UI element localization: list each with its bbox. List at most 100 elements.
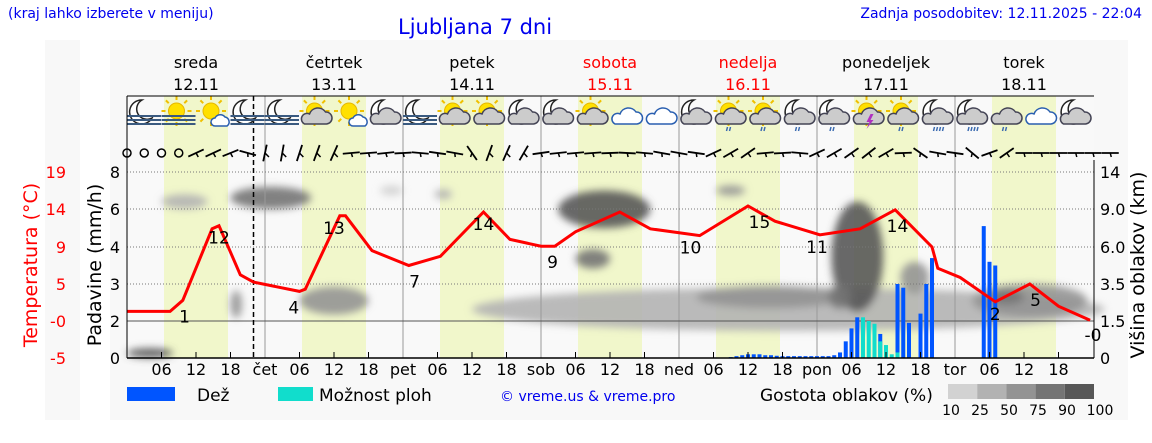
wind-barb-tick	[643, 152, 646, 158]
location-hint-link[interactable]: (kraj lahko izberete v meniju)	[8, 6, 214, 22]
cloud-patch	[127, 348, 173, 359]
wind-barb-tick	[902, 152, 906, 158]
temperature-label: 1	[179, 307, 190, 327]
left-strip	[45, 40, 80, 420]
wind-barb-tick	[350, 152, 354, 158]
x-tick-day: pet	[390, 360, 416, 379]
wind-barb-tick	[523, 152, 528, 158]
moon-fog-icon	[265, 99, 299, 125]
wind-barb-tick	[1092, 152, 1095, 158]
rain-bar	[774, 355, 779, 358]
shower-bar	[884, 345, 888, 358]
precip-tick: 3	[110, 275, 120, 294]
rain-bar	[895, 284, 900, 358]
x-tick-hour: 06	[841, 360, 861, 379]
cloud-height-tick: 1.5	[1100, 312, 1125, 331]
x-tick-hour: 12	[462, 360, 482, 379]
temperature-label: 10	[680, 239, 702, 259]
wind-barb-tick	[212, 152, 217, 158]
legend-density-label: Gostota oblakov (%)	[760, 386, 933, 406]
wind-barb-tick	[264, 152, 270, 158]
rain-bar	[751, 354, 756, 358]
sun-cloud-icon	[472, 96, 506, 126]
day-name: sreda	[174, 53, 218, 72]
precipitation-axis-label: Padavine (mm/h)	[84, 184, 106, 347]
x-tick-hour: 12	[1014, 360, 1034, 379]
wind-barb-tick	[367, 152, 371, 158]
credit-link[interactable]: © vreme.us & vreme.pro	[500, 389, 675, 405]
page-title: Ljubljana 7 dni	[398, 15, 553, 39]
rain-bar	[993, 265, 998, 358]
temperature-label: 2	[990, 305, 1001, 325]
sun-cloud-icon	[299, 96, 333, 126]
temp-tick: 9	[56, 238, 66, 257]
wind-barb-tick	[833, 152, 838, 158]
wind-barb-tick	[1075, 152, 1078, 158]
x-tick-hour: 06	[565, 360, 585, 379]
x-tick-hour: 12	[186, 360, 206, 379]
moon-cloud-heavy-rain-icon	[921, 99, 954, 132]
sun-cloud-rain-icon	[713, 96, 747, 132]
wind-barb-tick	[781, 152, 785, 158]
cloud-patch	[575, 249, 610, 269]
rain-bar	[803, 356, 808, 358]
rain-bar	[843, 341, 848, 358]
cloud-patch	[230, 186, 311, 209]
cloud-rain-icon	[990, 107, 1023, 132]
x-tick-day: sob	[527, 360, 555, 379]
shower-bar	[861, 317, 865, 358]
wind-barb-tick	[1109, 152, 1112, 158]
day-date: 12.11	[173, 75, 219, 94]
wind-barb-tick	[385, 152, 388, 158]
legend-rain-label: Dež	[197, 386, 230, 406]
cloud-height-tick: 0	[1100, 349, 1110, 368]
sun-fog-icon	[161, 96, 196, 126]
wind-barb-tick	[988, 152, 993, 158]
rain-bar	[930, 258, 934, 358]
density-level-label: 10	[942, 403, 960, 419]
rain-bar	[792, 356, 796, 358]
moon-cloud-icon	[680, 99, 713, 125]
rain-bar	[740, 355, 745, 358]
cloud-height-tick: 6.0	[1100, 238, 1125, 257]
cloud-height-axis-label: Višina oblakov (km)	[1127, 172, 1149, 359]
day-name: petek	[449, 53, 495, 72]
cloud-icon	[645, 107, 678, 125]
wind-barb-tick	[488, 152, 494, 158]
temperature-label: 15	[749, 213, 771, 233]
wind-barb-tick	[816, 152, 820, 158]
day-date: 13.11	[311, 75, 357, 94]
wind-barb-tick	[1023, 152, 1026, 158]
day-date: 15.11	[587, 75, 633, 94]
x-tick-day: ned	[664, 360, 694, 379]
density-swatch	[1035, 384, 1065, 399]
day-date: 18.11	[1001, 75, 1047, 94]
cloud-patch	[472, 287, 1105, 331]
rain-bar	[907, 322, 911, 358]
wind-barb-tick	[469, 152, 473, 158]
x-tick-hour: 06	[289, 360, 309, 379]
density-swatch	[1006, 384, 1036, 399]
x-tick-hour: 12	[324, 360, 344, 379]
precip-tick: 0	[110, 349, 120, 368]
wind-barb-tick	[799, 152, 802, 158]
wind-barb-tick	[229, 152, 234, 158]
x-tick-hour: 06	[151, 360, 171, 379]
wind-barb-tick	[868, 152, 873, 158]
wind-barb-tick	[626, 152, 629, 158]
moon-fog-icon	[127, 99, 161, 125]
moon-cloud-rain-icon	[818, 99, 851, 132]
x-tick-day: čet	[253, 360, 278, 379]
temp-tick: -5	[50, 349, 66, 368]
density-swatch	[977, 384, 1007, 399]
rain-bar	[855, 317, 860, 358]
density-level-label: 100	[1087, 403, 1114, 419]
moon-cloud-icon	[507, 99, 540, 125]
wind-barb-tick	[592, 152, 595, 158]
wind-calm-icon	[139, 148, 149, 158]
wind-barb-tick	[557, 152, 561, 158]
sun-cloud-rain-icon	[748, 96, 782, 132]
day-name: torek	[1003, 53, 1045, 72]
cloud-patch	[716, 185, 746, 196]
